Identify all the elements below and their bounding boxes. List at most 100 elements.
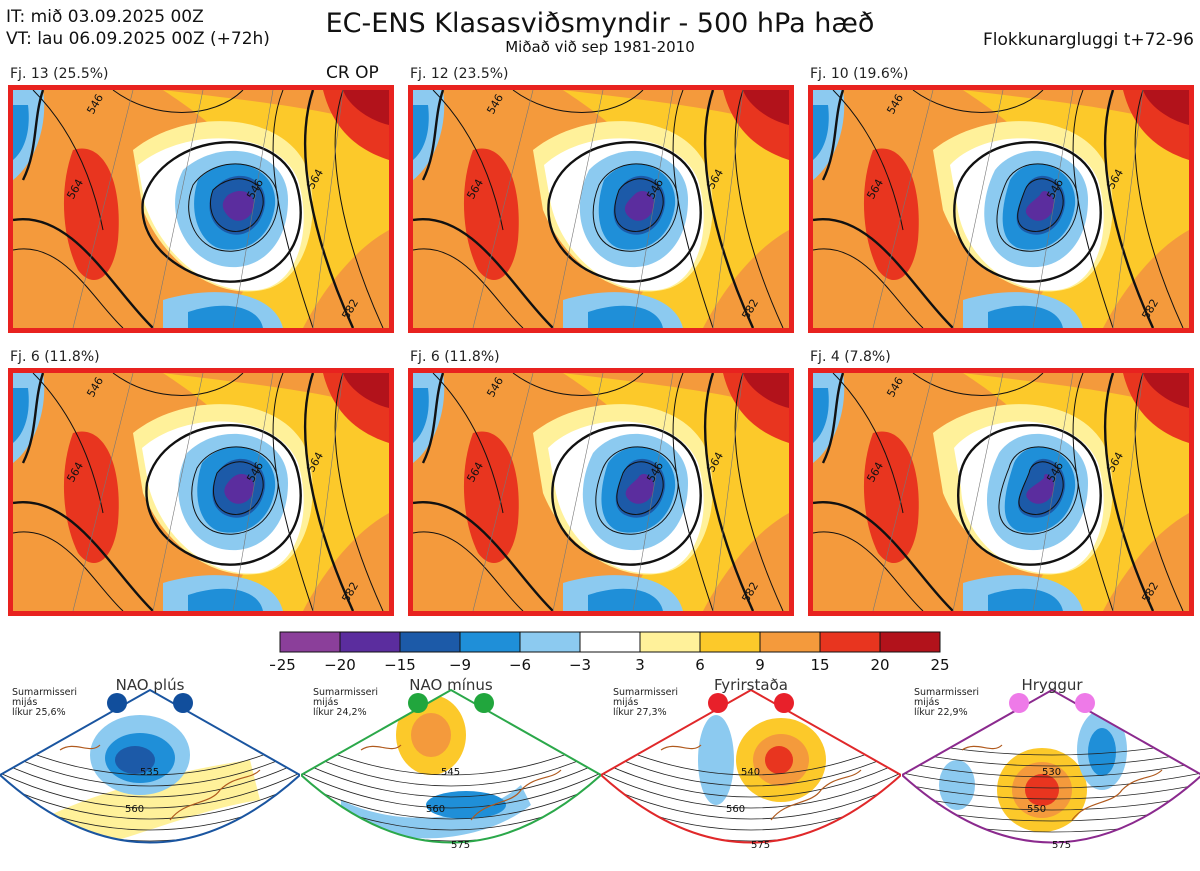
colorbar: −25 −20 −15 −9 −6 −3 3 6 9 15 20 25 [270,631,950,674]
height-contour [21,90,45,181]
height-contour [912,373,1044,396]
height-contour [902,783,1200,800]
panel-label: Fj. 10 (19.6%) [810,66,909,82]
height-contour [32,90,104,231]
graticule-line [152,373,204,611]
height-contour [672,90,714,328]
graticule-line [312,90,344,328]
height-contour [413,217,554,328]
height-contour [614,178,664,232]
graticule-line [232,90,274,328]
height-contour [672,373,714,611]
colorbar-swatch [519,631,581,653]
colorbar-tick: 9 [755,656,765,674]
panel-label: Fj. 6 (11.8%) [10,349,100,365]
init-time: IT: mið 03.09.2025 00Z [6,7,204,27]
anomaly-field [413,388,429,443]
height-contour [813,248,924,328]
height-contour [996,163,1079,252]
height-contour [145,424,302,566]
anomaly-field [813,388,829,443]
height-contour [21,373,45,464]
regime-dot [1075,693,1095,713]
height-contour [601,761,901,798]
regime-map: 530 550 575 [902,688,1200,851]
height-contour [0,761,300,798]
graticule-line [552,90,604,328]
height-contour [601,783,901,820]
contour-label: 560 [125,804,144,815]
cluster-map: 546 546 564 564 582 [408,85,794,333]
cluster-map: 546 546 564 564 582 [808,368,1194,616]
height-contour [512,373,644,396]
anomaly-field [343,90,389,125]
anomaly-field [625,473,655,504]
anomaly-field [813,105,829,160]
height-contour [551,424,702,566]
height-contour [334,373,384,611]
height-contour [734,90,784,328]
height-contour [301,750,601,787]
height-contour [272,373,314,611]
graticule-line [1112,90,1144,328]
header-info: IT: mið 03.09.2025 00Z VT: lau 06.09.202… [6,6,270,50]
height-contour [832,373,904,514]
cluster-map: 546 546 564 564 582 [8,85,394,333]
contour-label: 535 [140,767,159,778]
anomaly-field [188,305,263,328]
height-contour [0,750,300,787]
height-contour [188,163,279,252]
colorbar-swatch [399,631,461,653]
graticule-line [152,90,204,328]
contour-label: 560 [726,804,745,815]
contour-label: 545 [441,767,460,778]
anomaly-field [588,588,663,611]
anomaly-field [463,148,519,280]
height-contour [601,772,901,809]
height-contour [301,772,601,809]
graticule-line [712,373,744,611]
height-contour [421,373,445,464]
anomaly-field [463,431,519,563]
height-contour [13,531,124,611]
colorbar-swatch [639,631,701,653]
contour-label: 575 [1052,840,1071,851]
height-contour [303,90,355,328]
height-contour [592,163,679,252]
height-contour [616,461,664,515]
height-contour [1134,90,1184,328]
graticule-line [1032,373,1074,611]
contour-label: 560 [426,804,445,815]
anomaly-field [1026,473,1055,504]
anomaly-field [63,148,119,280]
height-contour [141,141,302,283]
colorbar-tick: 20 [870,656,889,674]
graticule-line [472,373,534,611]
height-contour [703,90,755,328]
height-contour [303,373,355,611]
graticule-line [1032,90,1074,328]
height-contour [703,373,755,611]
height-contour [301,739,601,776]
regime-dot [474,693,494,713]
anomaly-field [224,473,254,504]
height-contour [413,531,524,611]
graticule-line [952,90,1004,328]
anomaly-field [863,148,919,280]
regime-note: Sumarmisseri mijás líkur 24,2% [313,687,379,718]
height-contour [601,739,901,776]
graticule-line [632,90,674,328]
valid-time: VT: lau 06.09.2025 00Z (+72h) [6,29,270,49]
graticule-line [632,373,674,611]
regime-title: NAO mínus [409,676,493,694]
anomaly-field [588,305,663,328]
colorbar-tick: −9 [449,656,471,674]
regime-title: Fyrirstaða [714,676,788,694]
graticule-line [872,373,934,611]
height-contour [421,90,445,181]
height-contour [813,217,954,328]
regime-map: 545 560 575 [301,688,601,851]
colorbar-swatch [759,631,821,653]
height-contour [210,178,264,232]
